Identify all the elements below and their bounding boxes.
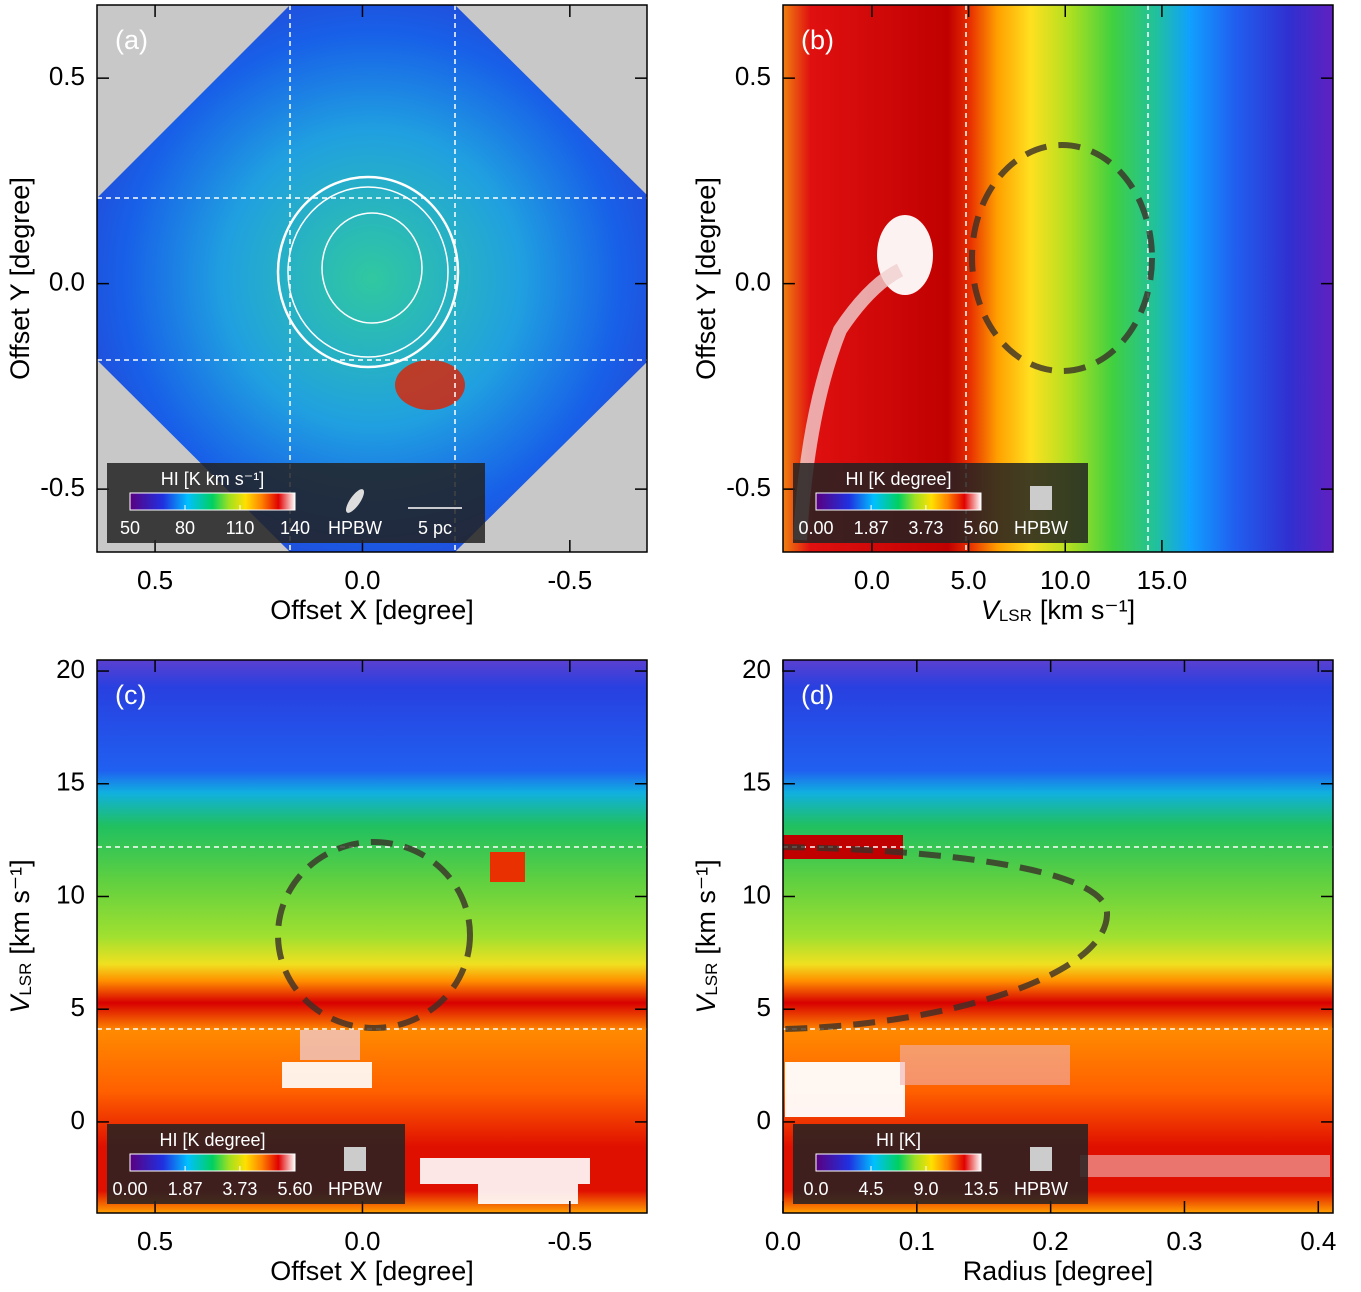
panel-a-image	[97, 5, 647, 552]
colorbar	[815, 1153, 982, 1172]
colorbar-tick-label: 3.73	[908, 518, 943, 538]
frame	[782, 4, 1334, 553]
colorbar-tick-label: 9.0	[913, 1179, 938, 1199]
x-tick-label: 0.3	[1166, 1226, 1202, 1256]
panel-d-image	[782, 660, 1333, 1213]
beam-label: HPBW	[1014, 1179, 1068, 1199]
y-tick-label: 5	[71, 992, 85, 1022]
y-tick-label: 20	[56, 654, 85, 684]
colorbar-label: HI [K degree]	[845, 469, 951, 489]
panel-label: (d)	[801, 680, 834, 710]
beam-label: HPBW	[328, 1179, 382, 1199]
colorbar-tick-label: 0.0	[803, 1179, 828, 1199]
y-tick-label: 10	[56, 879, 85, 909]
y-tick-label: 0.5	[735, 61, 771, 91]
x-axis-label: VLSR [km s⁻¹]	[981, 595, 1135, 625]
label-symbol: V	[5, 993, 35, 1014]
colorbar-tick-label: 0.00	[112, 1179, 147, 1199]
colorbar-tick-label: 140	[280, 518, 310, 538]
y-axis-label: Offset Y [degree]	[5, 177, 35, 380]
x-tick-label: 0.0	[344, 1226, 380, 1256]
label-subscript: LSR	[16, 963, 35, 996]
y-tick-label: -0.5	[726, 472, 771, 502]
colorbar-tick-label: 1.87	[168, 1179, 203, 1199]
x-tick-label: -0.5	[547, 1226, 592, 1256]
x-tick-label: 0.2	[1033, 1226, 1069, 1256]
y-axis-label: Offset Y [degree]	[691, 177, 721, 380]
x-tick-label: 0.1	[899, 1226, 935, 1256]
panel-label: (c)	[115, 680, 146, 710]
frame	[96, 659, 648, 1214]
colorbar	[129, 492, 296, 511]
colorbar-tick-label: 3.73	[222, 1179, 257, 1199]
beam-label: HPBW	[328, 518, 382, 538]
y-axis-label: VLSR [km s⁻¹]	[691, 859, 721, 1013]
colorbar-label: HI [K]	[876, 1130, 921, 1150]
x-tick-label: 0.5	[137, 565, 173, 595]
beam	[1030, 486, 1052, 510]
colorbar-tick-label: 110	[226, 518, 255, 538]
x-tick-label: -0.5	[547, 565, 592, 595]
x-tick-label: 0.5	[137, 1226, 173, 1256]
colorbar	[129, 1153, 296, 1172]
label-unit: [km s⁻¹]	[1040, 595, 1135, 625]
y-tick-label: 5	[757, 992, 771, 1022]
panel-label: (b)	[801, 25, 834, 55]
colorbar-label: HI [K km s⁻¹]	[161, 469, 265, 489]
y-tick-label: 0.0	[735, 267, 771, 297]
x-tick-label: 0.4	[1300, 1226, 1336, 1256]
scale-label: 5 pc	[418, 518, 452, 538]
x-tick-label: 15.0	[1137, 565, 1188, 595]
colorbar-tick-label: 4.5	[858, 1179, 883, 1199]
colorbar-tick-label: 0.00	[798, 518, 833, 538]
y-tick-label: -0.5	[40, 472, 85, 502]
x-tick-label: 0.0	[854, 565, 890, 595]
colorbar-tick-label: 1.87	[854, 518, 889, 538]
x-axis-label: Offset X [degree]	[270, 595, 474, 625]
y-tick-label: 0	[71, 1105, 85, 1135]
beam	[344, 1147, 366, 1171]
beam-label: HPBW	[1014, 518, 1068, 538]
y-tick-label: 20	[742, 654, 771, 684]
colorbar-tick-label: 80	[175, 518, 195, 538]
y-tick-label: 15	[56, 767, 85, 797]
x-axis-label: Radius [degree]	[963, 1256, 1154, 1286]
x-tick-label: 0.0	[344, 565, 380, 595]
x-axis-label: Offset X [degree]	[270, 1256, 474, 1286]
x-tick-label: 0.0	[765, 1226, 801, 1256]
y-tick-label: 0.0	[49, 267, 85, 297]
colorbar-label: HI [K degree]	[159, 1130, 265, 1150]
label-symbol: V	[981, 595, 1002, 625]
y-tick-label: 15	[742, 767, 771, 797]
label-symbol: V	[691, 993, 721, 1014]
panel-label: (a)	[115, 25, 148, 55]
x-tick-label: 10.0	[1040, 565, 1091, 595]
y-tick-label: 0	[757, 1105, 771, 1135]
label-unit: [km s⁻¹]	[691, 859, 721, 954]
label-unit: [km s⁻¹]	[5, 859, 35, 954]
colorbar-tick-label: 5.60	[277, 1179, 312, 1199]
beam	[1030, 1147, 1052, 1171]
y-tick-label: 10	[742, 879, 771, 909]
y-tick-label: 0.5	[49, 61, 85, 91]
frame	[96, 4, 648, 553]
label-subscript: LSR	[999, 606, 1032, 625]
colorbar-tick-label: 13.5	[963, 1179, 998, 1199]
frame	[782, 659, 1334, 1214]
colorbar-tick-label: 5.60	[963, 518, 998, 538]
colorbar	[815, 492, 982, 511]
panel-c-image	[97, 660, 647, 1213]
y-axis-label: VLSR [km s⁻¹]	[5, 859, 35, 1013]
panel-b-image	[783, 5, 1333, 552]
colorbar-tick-label: 50	[120, 518, 140, 538]
beam	[345, 489, 365, 513]
x-tick-label: 5.0	[951, 565, 987, 595]
label-subscript: LSR	[702, 963, 721, 996]
